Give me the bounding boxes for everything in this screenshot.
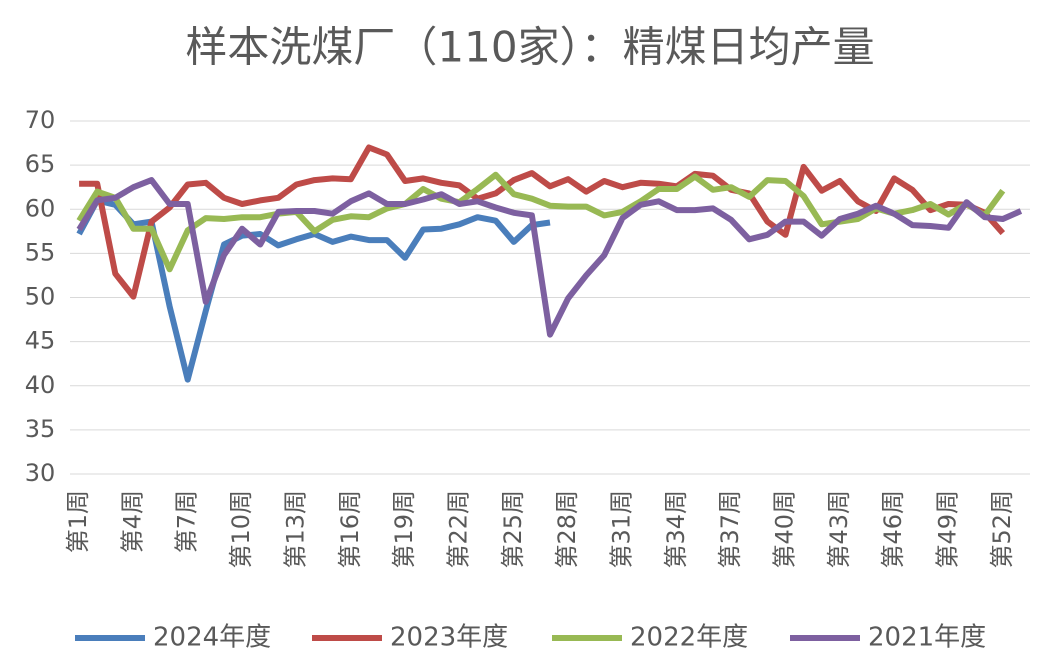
x-tick-label: 第52周 [988, 490, 1016, 569]
x-tick-label: 第28周 [553, 490, 581, 569]
x-tick-label: 第19周 [390, 490, 418, 569]
y-tick-label: 55 [25, 238, 56, 266]
series-line [76, 177, 1023, 338]
y-tick-label: 40 [25, 371, 56, 399]
series-line [76, 171, 1006, 273]
x-tick-label: 第13周 [281, 490, 309, 569]
x-tick-label: 第40周 [770, 490, 798, 569]
x-tick-label: 第34周 [662, 490, 690, 569]
legend-label: 2022年度 [630, 623, 748, 653]
y-tick-label: 65 [25, 150, 56, 178]
y-tick-label: 35 [25, 415, 56, 443]
x-tick-label: 第7周 [173, 490, 201, 553]
legend-label: 2023年度 [390, 623, 508, 653]
legend-label: 2021年度 [868, 623, 986, 653]
x-tick-label: 第49周 [933, 490, 961, 569]
legend-label: 2024年度 [153, 623, 271, 653]
y-tick-label: 45 [25, 327, 56, 355]
x-tick-label: 第4周 [118, 490, 146, 553]
x-tick-label: 第10周 [227, 490, 255, 569]
chart-title: 样本洗煤厂（110家）：精煤日均产量 [185, 23, 874, 72]
y-tick-label: 70 [25, 106, 56, 134]
x-tick-label: 第31周 [607, 490, 635, 569]
x-tick-label: 第37周 [716, 490, 744, 569]
y-tick-label: 60 [25, 194, 56, 222]
x-tick-label: 第1周 [64, 490, 92, 553]
y-tick-label: 50 [25, 283, 56, 311]
x-tick-label: 第46周 [879, 490, 907, 569]
x-tick-label: 第43周 [825, 490, 853, 569]
x-tick-label: 第16周 [336, 490, 364, 569]
x-tick-label: 第25周 [499, 490, 527, 569]
series-line [79, 144, 1006, 300]
y-tick-label: 30 [25, 459, 56, 487]
x-tick-label: 第22周 [444, 490, 472, 569]
